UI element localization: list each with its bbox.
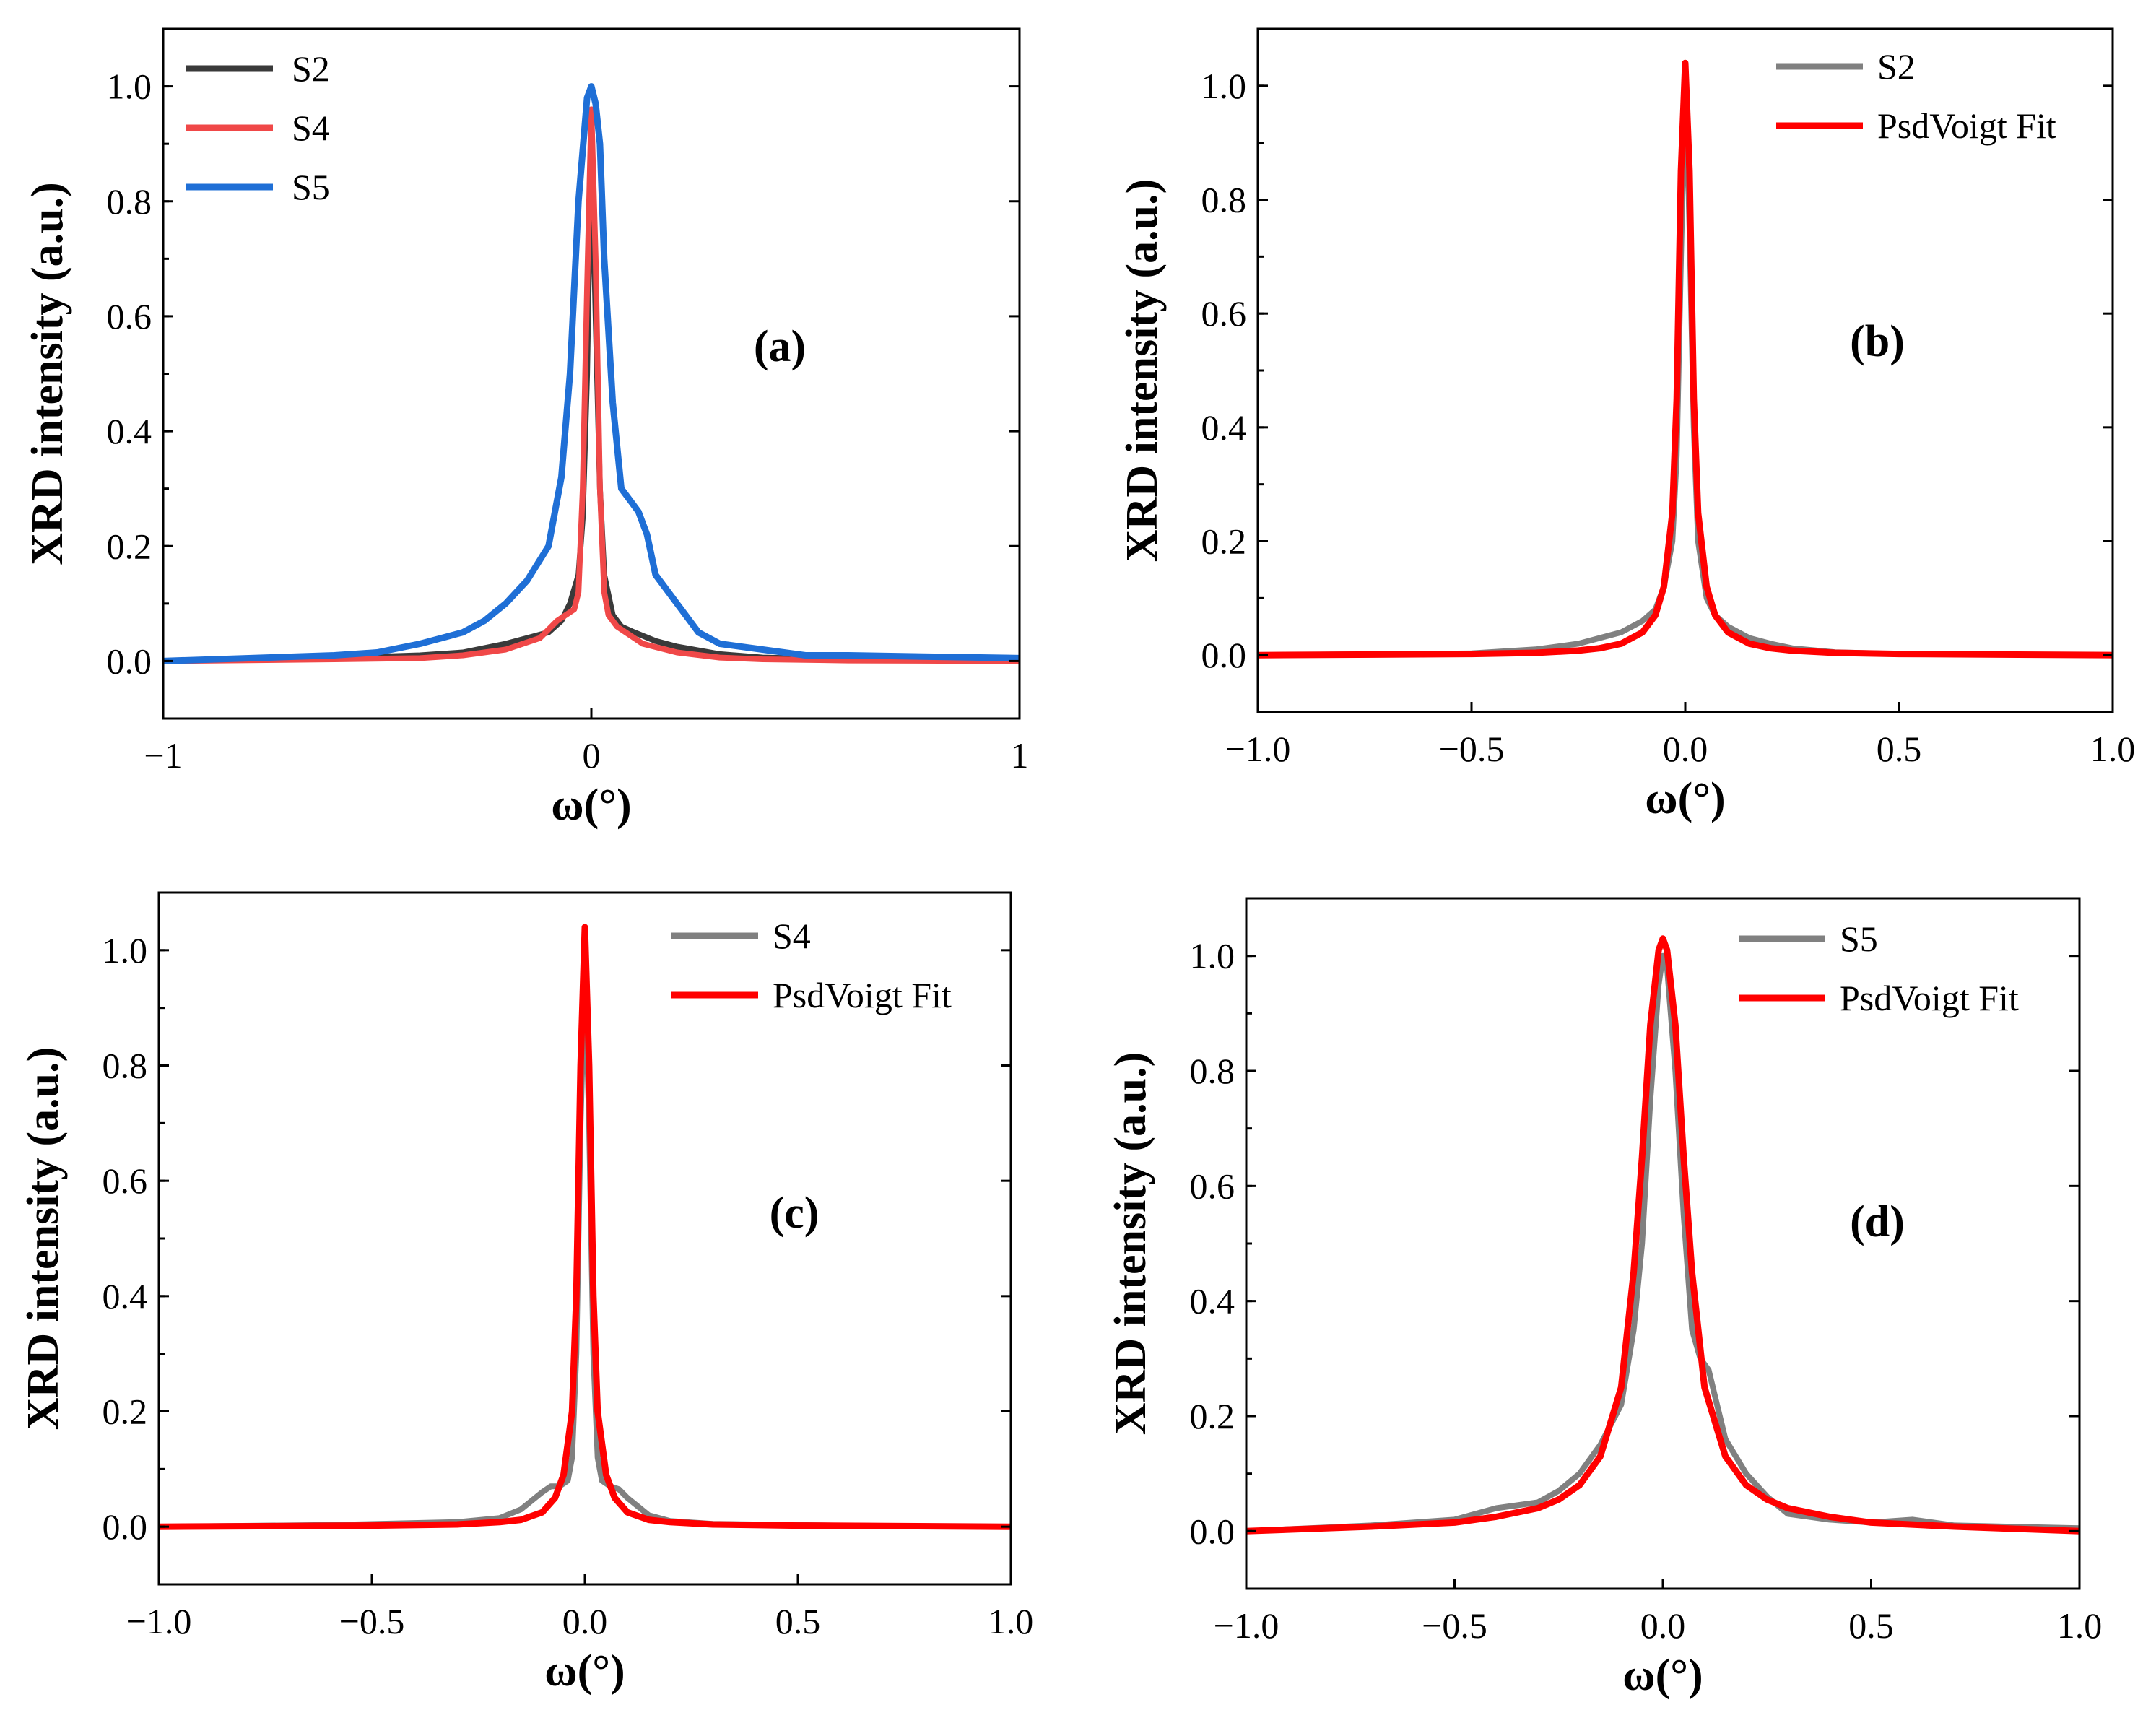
series-line-psdvoigt-fit (159, 924, 1011, 1530)
series-line-s4 (159, 964, 1011, 1530)
y-tick-label: 1.0 (1190, 936, 1235, 976)
legend-label: S5 (292, 167, 330, 207)
y-axis-title: XRD intensity (a.u.) (23, 182, 72, 565)
y-axis-title: XRD intensity (a.u.) (1118, 179, 1167, 562)
legend-label: S2 (292, 48, 330, 89)
series-line-s4 (163, 106, 1020, 664)
x-axis-title: ω(°) (544, 1646, 625, 1696)
panel-label: (a) (754, 322, 806, 371)
y-tick-label: 0.0 (103, 1506, 148, 1547)
legend: S5 PsdVoigt Fit (1739, 919, 2019, 1018)
y-tick-label: 0.6 (1201, 293, 1247, 334)
legend-label: PsdVoigt Fit (1840, 978, 2019, 1018)
x-tick-label: 0.0 (1640, 1605, 1686, 1646)
x-tick-label: −1.0 (126, 1601, 192, 1641)
legend-label: S4 (773, 916, 811, 956)
legend-label: S2 (1877, 46, 1916, 87)
series-line-s5 (163, 83, 1020, 664)
x-axis-title: ω(°) (1622, 1651, 1703, 1700)
y-tick-label: 0.2 (1201, 521, 1247, 562)
y-tick-label: 1.0 (107, 66, 152, 107)
legend-label: PsdVoigt Fit (1877, 105, 2056, 146)
panel-d: 0.0 0.2 0.4 0.6 0.8 1.0 −1.0 −0.5 0.0 0.5 1.0 ω(°) X… (1106, 897, 2103, 1700)
y-tick-label: 0.2 (103, 1392, 148, 1432)
series-group (1258, 59, 2113, 659)
y-tick-label: 0.8 (1201, 180, 1247, 220)
panel-c: 0.0 0.2 0.4 0.6 0.8 1.0 −1.0 −0.5 0.0 0.5 1.0 ω(°) X… (19, 891, 1034, 1696)
legend: S4 PsdVoigt Fit (671, 916, 952, 1015)
series-line-s2 (1258, 66, 2113, 659)
legend-label: S5 (1840, 919, 1878, 959)
x-tick-label: 1 (1011, 735, 1029, 776)
panel-a: 0.0 0.2 0.4 0.6 0.8 1.0 −1 0 1 ω(°) XRD intensity … (23, 27, 1029, 830)
y-tick-label: 0.2 (1190, 1396, 1235, 1436)
x-tick-label: −1.0 (1214, 1605, 1279, 1646)
x-tick-label: 1.0 (2090, 729, 2136, 769)
series-line-psdvoigt-fit (1246, 935, 2079, 1535)
y-tick-label: 0.8 (107, 181, 152, 222)
panel-label: (b) (1850, 317, 1905, 366)
y-tick-label: 0.4 (1201, 407, 1247, 448)
x-tick-label: 1.0 (988, 1601, 1034, 1641)
legend: S2 S4 S5 (186, 48, 330, 207)
x-tick-label: 0.5 (775, 1601, 821, 1641)
x-axis-title: ω(°) (551, 781, 631, 830)
panel-b: 0.0 0.2 0.4 0.6 0.8 1.0 −1.0 −0.5 0.0 0.5 1.0 ω(°) X… (1118, 27, 2136, 823)
y-tick-label: 0.0 (1190, 1511, 1235, 1551)
legend: S2 PsdVoigt Fit (1776, 46, 2056, 146)
series-line-s5 (1246, 952, 2079, 1535)
y-tick-label: 0.4 (103, 1276, 148, 1316)
x-tick-label: −0.5 (1422, 1605, 1487, 1646)
y-tick-label: 1.0 (103, 930, 148, 971)
y-tick-label: 1.0 (1201, 66, 1247, 106)
y-tick-label: 0.8 (1190, 1051, 1235, 1091)
y-tick-label: 0.0 (107, 641, 152, 681)
y-axis-title: XRD intensity (a.u.) (19, 1047, 68, 1430)
x-tick-label: 0.5 (1877, 729, 1922, 769)
y-axis-title: XRD intensity (a.u.) (1106, 1052, 1155, 1435)
y-tick-label: 0.6 (107, 296, 152, 337)
x-axis-title: ω(°) (1645, 774, 1725, 823)
x-tick-label: 0.0 (1663, 729, 1708, 769)
x-tick-label: 0 (583, 735, 601, 776)
panel-label: (c) (770, 1189, 820, 1238)
x-tick-label: −1.0 (1225, 729, 1291, 769)
x-tick-label: 0.0 (562, 1601, 608, 1641)
legend-label: S4 (292, 108, 330, 148)
y-tick-label: 0.2 (107, 526, 152, 566)
y-tick-label: 0.0 (1201, 635, 1247, 675)
x-tick-label: −0.5 (1439, 729, 1505, 769)
panel-label: (d) (1850, 1197, 1905, 1246)
y-tick-label: 0.4 (107, 411, 152, 451)
x-tick-label: −0.5 (339, 1601, 405, 1641)
legend-label: PsdVoigt Fit (773, 975, 952, 1015)
y-tick-label: 0.6 (1190, 1166, 1235, 1206)
x-tick-label: 1.0 (2057, 1605, 2103, 1646)
y-tick-label: 0.8 (103, 1046, 148, 1086)
series-group (1246, 935, 2079, 1535)
y-tick-label: 0.4 (1190, 1281, 1235, 1321)
series-group (163, 83, 1020, 664)
y-tick-label: 0.6 (103, 1160, 148, 1201)
x-tick-label: 0.5 (1848, 1605, 1894, 1646)
series-group (159, 924, 1011, 1530)
series-line-psdvoigt-fit (1258, 59, 2113, 659)
x-tick-label: −1 (144, 735, 182, 776)
